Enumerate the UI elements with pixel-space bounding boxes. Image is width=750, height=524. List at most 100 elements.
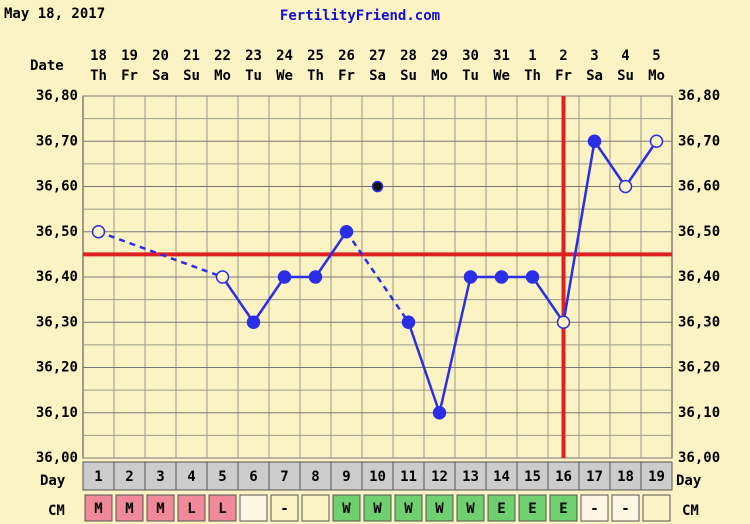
weekday-label: Fr [338, 68, 355, 84]
date-label: 23 [245, 48, 262, 64]
date-label: 22 [214, 48, 231, 64]
day-number: 16 [555, 469, 572, 485]
weekday-label: Th [90, 68, 107, 84]
cm-cell [363, 494, 392, 522]
weekday-label: Tu [462, 68, 479, 84]
weekday-label: Fr [555, 68, 572, 84]
date-label: 25 [307, 48, 324, 64]
y-tick-label: 36,60 [36, 179, 78, 195]
temp-segment [345, 231, 410, 323]
temp-segment [624, 140, 658, 188]
cm-cell [456, 494, 485, 522]
temp-point [525, 270, 540, 284]
day-number: 11 [400, 469, 417, 485]
y-tick-label: 36,70 [36, 133, 78, 149]
day-number: 3 [156, 469, 164, 485]
cm-cell [177, 494, 206, 522]
date-label: 21 [183, 48, 200, 64]
cm-cell [487, 494, 516, 522]
cm-cell [611, 494, 640, 522]
day-cell [392, 461, 425, 491]
cm-value: - [280, 501, 288, 517]
header-date: May 18, 2017 [4, 6, 105, 22]
date-label: 3 [590, 48, 598, 64]
weekday-label: We [276, 68, 293, 84]
y-tick-label: 36,50 [678, 224, 720, 240]
date-label: 27 [369, 48, 386, 64]
cm-cell [549, 494, 578, 522]
cm-value: E [528, 501, 536, 517]
day-label: Day [676, 473, 702, 489]
day-cell [516, 461, 549, 491]
y-tick-label: 36,60 [678, 179, 720, 195]
weekday-label: Th [524, 68, 541, 84]
temp-segment [562, 141, 596, 323]
cm-value: M [156, 501, 164, 517]
cm-cell [394, 494, 423, 522]
weekday-label: Sa [152, 68, 169, 84]
temp-point [371, 180, 384, 193]
date-label: 1 [528, 48, 536, 64]
day-cell [113, 461, 146, 491]
cm-value: L [218, 501, 226, 517]
day-cell [206, 461, 239, 491]
cm-cell [425, 494, 454, 522]
temp-point [432, 406, 447, 420]
weekday-label: Sa [586, 68, 603, 84]
weekday-label: Su [617, 68, 634, 84]
y-tick-label: 36,20 [678, 360, 720, 376]
day-number: 8 [311, 469, 319, 485]
day-cell [330, 461, 363, 491]
date-label: 20 [152, 48, 169, 64]
weekday-label: Th [307, 68, 324, 84]
day-number: 4 [187, 469, 195, 485]
cm-cell [642, 494, 671, 522]
weekday-label: Sa [369, 68, 386, 84]
cm-value: W [342, 501, 351, 517]
cm-cell [146, 494, 175, 522]
y-tick-label: 36,00 [36, 450, 78, 466]
date-label: 2 [559, 48, 567, 64]
day-number: 15 [524, 469, 541, 485]
cm-cell [115, 494, 144, 522]
day-number: 14 [493, 469, 510, 485]
cm-value: W [466, 501, 475, 517]
weekday-label: Tu [245, 68, 262, 84]
day-number: 6 [249, 469, 257, 485]
cm-cell [208, 494, 237, 522]
day-number: 12 [431, 469, 448, 485]
temp-point [556, 315, 571, 329]
cm-value: W [373, 501, 382, 517]
temp-segment [593, 140, 627, 188]
cm-value: E [497, 501, 505, 517]
day-cell [485, 461, 518, 491]
weekday-label: Mo [648, 68, 665, 84]
cm-value: - [590, 501, 598, 517]
weekday-label: Mo [214, 68, 231, 84]
day-number: 1 [94, 469, 102, 485]
cm-value: M [125, 501, 133, 517]
cm-value: - [621, 501, 629, 517]
date-label: 26 [338, 48, 355, 64]
date-label: 24 [276, 48, 293, 64]
temp-point [649, 134, 664, 148]
cm-cell [84, 494, 113, 522]
y-tick-label: 36,00 [678, 450, 720, 466]
day-number: 17 [586, 469, 603, 485]
temp-segment [252, 276, 286, 323]
cm-value: E [559, 501, 567, 517]
temp-point [463, 270, 478, 284]
day-cell [454, 461, 487, 491]
y-tick-label: 36,30 [678, 314, 720, 330]
temp-point [339, 225, 354, 239]
day-cell [299, 461, 332, 491]
weekday-label: We [493, 68, 510, 84]
temp-point [308, 270, 323, 284]
temp-segment [221, 276, 255, 323]
date-label: 5 [652, 48, 660, 64]
y-tick-label: 36,80 [678, 88, 720, 104]
y-tick-label: 36,40 [36, 269, 78, 285]
weekday-label: Fr [121, 68, 138, 84]
weekday-label: Mo [431, 68, 448, 84]
